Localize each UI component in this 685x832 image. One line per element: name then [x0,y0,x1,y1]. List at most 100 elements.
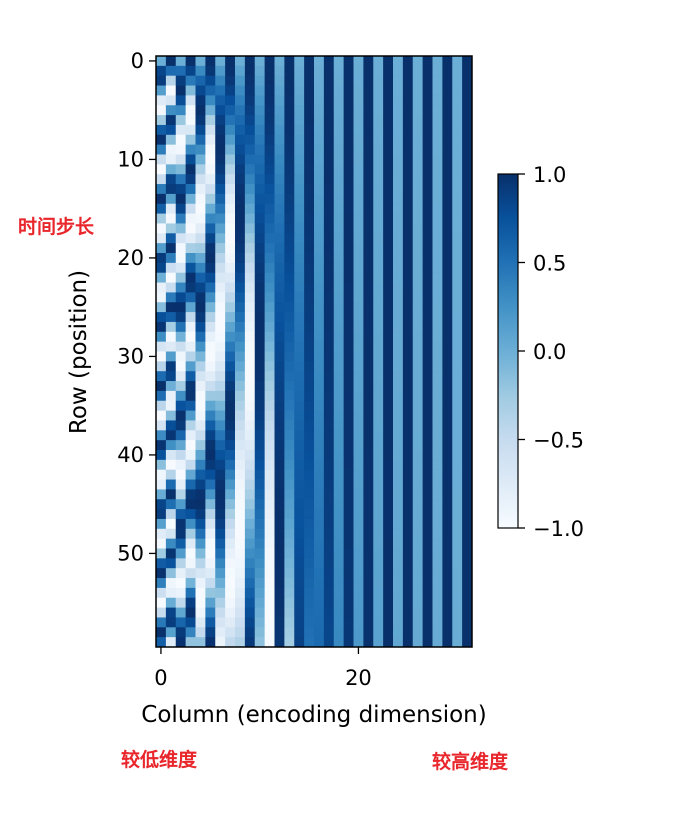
heatmap-cell [185,548,196,559]
heatmap-cell [422,213,433,224]
heatmap-cell [215,253,226,264]
heatmap-cell [156,568,167,579]
heatmap-cell [284,56,295,67]
heatmap-cell [165,302,177,313]
heatmap-cell [343,568,354,579]
heatmap-cell [225,459,236,471]
heatmap-cell [422,400,433,411]
heatmap-cell [442,154,453,165]
heatmap-cell [393,518,404,530]
heatmap-cell [383,597,394,608]
heatmap-cell [333,262,345,274]
heatmap-cell [294,312,305,323]
heatmap-cell [205,124,216,136]
heatmap-cell [175,361,187,372]
heatmap-cell [363,154,374,165]
heatmap-cell [383,341,394,352]
heatmap-cell [294,164,305,175]
heatmap-cell [462,627,473,638]
heatmap-cell [442,430,453,441]
heatmap-cell [432,75,443,86]
heatmap-cell [156,607,167,618]
heatmap-cell [333,154,345,165]
heatmap-cell [373,390,384,402]
heatmap-cell [333,331,345,343]
heatmap-cell [314,193,325,205]
heatmap-cell [452,499,463,510]
heatmap-cell [244,538,256,549]
heatmap-cell [462,568,473,579]
heatmap-cell [343,115,354,126]
heatmap-cell [452,578,463,589]
heatmap-cell [195,390,206,402]
heatmap-cell [215,331,226,343]
heatmap-cell [254,331,266,343]
heatmap-cell [175,124,187,136]
heatmap-cell [393,56,404,67]
heatmap-cell [264,479,275,490]
heatmap-cell [422,617,433,628]
heatmap-cell [284,203,295,214]
heatmap-cell [195,95,206,106]
heatmap-cell [402,430,414,441]
heatmap-cell [294,282,305,293]
heatmap-cell [156,450,167,461]
heatmap-cell [333,587,345,599]
heatmap-cell [333,203,345,214]
heatmap-cell [274,538,285,549]
heatmap-cell [304,272,315,283]
heatmap-cell [452,390,463,402]
heatmap-cell [432,440,443,451]
heatmap-cell [165,420,177,431]
heatmap-cell [373,558,384,569]
heatmap-cell [274,371,285,382]
heatmap-cell [215,351,226,362]
heatmap-cell [254,371,266,382]
heatmap-cell [383,548,394,559]
heatmap-cell [185,213,196,224]
heatmap-cell [442,243,453,254]
heatmap-cell [314,548,325,559]
heatmap-cell [383,420,394,431]
heatmap-cell [284,440,295,451]
heatmap-cell [264,124,275,136]
heatmap-cell [412,440,424,451]
heatmap-cell [393,95,404,106]
heatmap-cell [304,627,315,638]
heatmap-cell [363,312,374,323]
heatmap-cell [294,56,305,67]
heatmap-cell [195,548,206,559]
heatmap-cell [422,282,433,293]
heatmap-cell [383,518,394,530]
heatmap-cell [195,509,206,520]
heatmap-cell [373,637,384,648]
heatmap-cell [195,174,206,185]
heatmap-cell [314,331,325,343]
heatmap-cell [383,351,394,362]
heatmap-cell [432,607,443,618]
heatmap-cell [363,105,374,116]
heatmap-cell [185,302,196,313]
heatmap-cell [393,450,404,461]
heatmap-cell [432,548,443,559]
heatmap-cell [452,558,463,569]
heatmap-cell [383,479,394,490]
heatmap-cell [314,105,325,116]
heatmap-cell [432,302,443,313]
heatmap-cell [432,587,443,599]
heatmap-cell [323,213,335,224]
heatmap-cell [235,607,246,618]
heatmap-cell [343,450,354,461]
heatmap-cell [383,253,394,264]
heatmap-cell [462,528,473,540]
heatmap-cell [235,184,246,195]
heatmap-cell [294,617,305,628]
heatmap-cell [373,528,384,540]
heatmap-cell [373,351,384,362]
heatmap-cell [294,154,305,165]
heatmap-cell [195,351,206,362]
heatmap-cell [373,321,384,333]
heatmap-cell [165,371,177,382]
y-tick-label: 40 [117,443,144,467]
heatmap-cell [156,193,167,205]
